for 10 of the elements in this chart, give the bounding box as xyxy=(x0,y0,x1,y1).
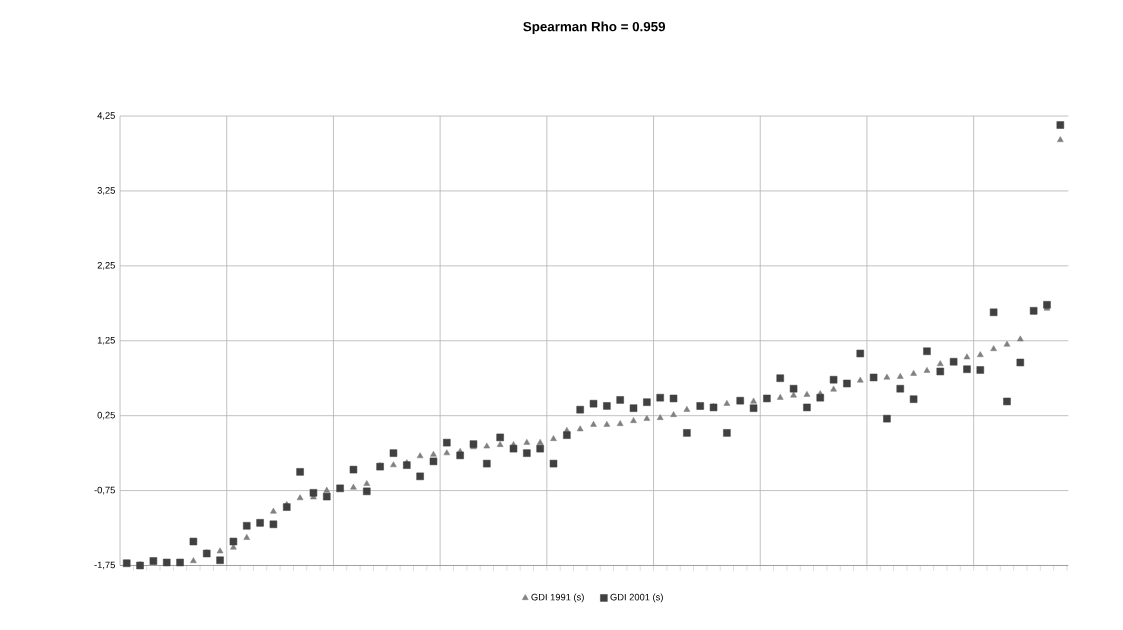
y-tick-label: 2,25 xyxy=(97,262,115,270)
chart-title: Spearman Rho = 0.959 xyxy=(523,21,666,35)
y-tick-label: 3,25 xyxy=(97,187,115,196)
y-tick-label: 4,25 xyxy=(97,112,115,121)
legend-label: GDI 1991 (s) xyxy=(531,593,584,603)
y-tick-label: 0,25 xyxy=(97,412,115,420)
y-tick-label: -0,75 xyxy=(94,486,115,495)
y-tick-label: 1,25 xyxy=(97,337,115,345)
legend-label: GDI 2001 (s) xyxy=(610,593,663,603)
y-tick-label: -1,75 xyxy=(94,561,115,570)
